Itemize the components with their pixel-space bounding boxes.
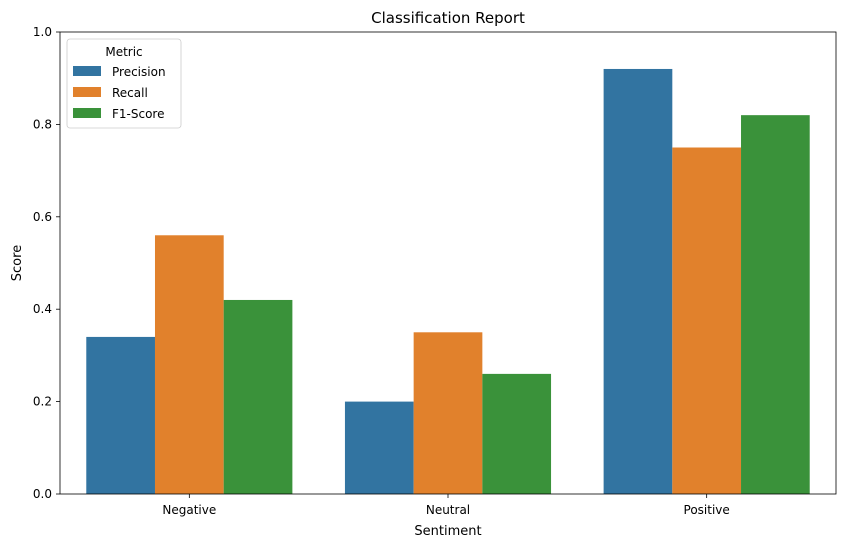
legend-frame [66,38,182,129]
y-tick-label: 0.8 [33,117,52,131]
bar-precision-positive [603,68,673,495]
y-tick-label: 1.0 [33,25,52,39]
bars-group [86,68,810,495]
legend-swatch [73,87,101,97]
x-tick-label: Positive [684,503,730,517]
plot-frame [59,31,837,495]
legend-title: Metric [105,45,142,59]
legend: Metric Precision Recall F1-Score [66,38,182,129]
y-tick-label: 0.2 [33,395,52,409]
bar-recall-neutral [413,332,483,494]
chart-title: Classification Report [371,9,525,27]
legend-items: Precision Recall F1-Score [73,65,166,121]
x-tick-label: Neutral [426,503,470,517]
bar-f1-score-negative [223,299,293,494]
bar-recall-positive [672,147,742,494]
bar-f1-score-positive [741,115,810,494]
legend-label: F1-Score [112,107,164,121]
x-axis-ticks: Negative Neutral Positive [162,494,730,517]
bar-precision-neutral [344,401,414,494]
legend-swatch [73,108,101,118]
y-axis-ticks: 0.0 0.2 0.4 0.6 0.8 1.0 [33,25,60,501]
y-tick-label: 0.6 [33,210,52,224]
bar-recall-negative [154,235,224,494]
x-axis-label: Sentiment [414,524,481,539]
bar-precision-negative [86,336,155,494]
y-axis-label: Score [10,245,25,281]
x-tick-label: Negative [162,503,216,517]
legend-label: Precision [112,65,166,79]
legend-label: Recall [112,86,148,100]
legend-swatch [73,66,101,76]
y-tick-label: 0.4 [33,302,52,316]
bar-f1-score-neutral [482,373,552,494]
y-tick-label: 0.0 [33,487,52,501]
